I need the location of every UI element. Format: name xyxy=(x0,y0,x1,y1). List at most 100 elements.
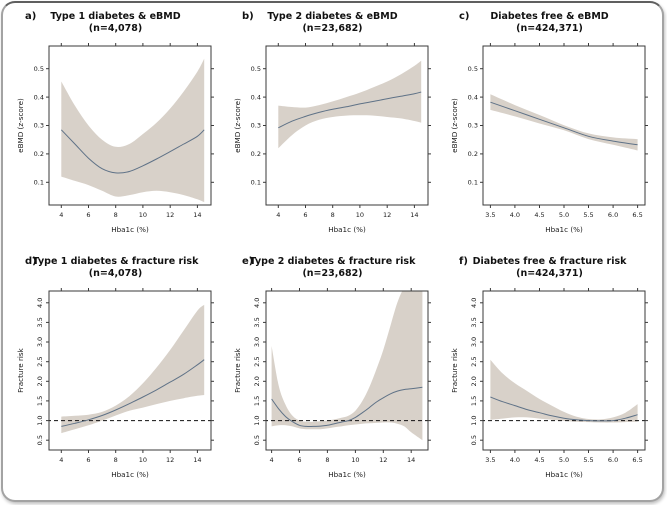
y-tick-label: 1.5 xyxy=(470,395,478,405)
y-tick-label: 0.1 xyxy=(33,179,43,187)
y-tick-label: 0.3 xyxy=(33,122,43,130)
y-tick-label: 0.3 xyxy=(250,122,260,130)
x-tick-label: 3.5 xyxy=(485,456,495,464)
x-tick-label: 6.5 xyxy=(632,456,642,464)
x-axis-title: Hba1c (%) xyxy=(111,470,149,479)
y-tick-label: 3.0 xyxy=(253,336,261,346)
panel-b-header: b) Type 2 diabetes & eBMD (n=23,682) xyxy=(224,9,441,39)
x-tick-label: 4.0 xyxy=(509,456,519,464)
plot-box xyxy=(482,290,645,450)
y-tick-label: 0.1 xyxy=(250,179,260,187)
y-tick-label: 2.0 xyxy=(36,376,44,386)
y-tick-label: 0.4 xyxy=(467,93,477,101)
x-tick-label: 12 xyxy=(379,456,387,464)
panel-f-header: f) Diabetes free & fracture risk (n=424,… xyxy=(441,254,658,284)
panel-e-label: e) xyxy=(242,255,254,267)
y-tick-label: 0.1 xyxy=(467,179,477,187)
panel-a-plot: 4 6 8 10 12 14 0.1 0.2 0.3 0.4 0.5 Hba1c (%) eBMD (z… xyxy=(13,39,219,254)
panel-a-label: a) xyxy=(25,11,37,22)
panel-b: b) Type 2 diabetes & eBMD (n=23,682) 4 6 8… xyxy=(224,9,441,254)
panel-f-title: Diabetes free & fracture risk xyxy=(472,255,627,267)
x-tick-label: 6.5 xyxy=(632,211,642,219)
x-tick-label: 4 xyxy=(276,211,280,219)
panel-grid: a) Type 1 diabetes & eBMD (n=4,078) 4 6 8 1… xyxy=(3,3,662,500)
chart-svg-f: 3.5 4.0 4.5 5.0 5.5 6.0 6.5 0.5 1.0 1.5 2.0 2.5 3.0 3… xyxy=(450,287,648,479)
panel-c-plot: 3.5 4.0 4.5 5.0 5.5 6.0 6.5 0.1 0.2 0.3 0.4 0.5 Hba1… xyxy=(447,39,653,254)
y-tick-label: 0.5 xyxy=(467,65,477,73)
chart-svg-e: 4 6 8 10 12 14 0.5 1.0 1.5 2.0 2.5 3.0 3.5 4.0 Hba1c (… xyxy=(233,287,431,479)
fitted-line xyxy=(489,396,638,421)
x-tick-label: 6 xyxy=(86,211,90,219)
y-tick-label: 0.5 xyxy=(470,435,478,445)
x-tick-label: 12 xyxy=(166,211,174,219)
y-axis-title: eBMD (z-score) xyxy=(233,98,242,153)
panel-c-header: c) Diabetes free & eBMD (n=424,371) xyxy=(441,9,658,39)
panel-d-plot: 4 6 8 10 12 14 0.5 1.0 1.5 2.0 2.5 3.0 3.5 4.0 Hba1c (… xyxy=(13,284,219,499)
confidence-band xyxy=(60,58,204,203)
x-axis-title: Hba1c (%) xyxy=(328,225,366,234)
y-tick-label: 1.5 xyxy=(253,395,261,405)
x-tick-label: 12 xyxy=(383,211,391,219)
x-axis-title: Hba1c (%) xyxy=(545,225,583,234)
y-tick-label: 3.5 xyxy=(36,317,44,327)
y-tick-label: 4.0 xyxy=(36,297,44,307)
x-tick-label: 14 xyxy=(407,456,415,464)
panel-c-subtitle: (n=424,371) xyxy=(516,23,583,35)
y-tick-label: 0.2 xyxy=(467,150,477,158)
y-tick-label: 3.5 xyxy=(470,317,478,327)
y-tick-label: 1.0 xyxy=(253,415,261,425)
panel-e-subtitle: (n=23,682) xyxy=(302,267,363,279)
y-tick-label: 0.5 xyxy=(253,435,261,445)
fitted-line xyxy=(489,101,638,146)
x-axis-title: Hba1c (%) xyxy=(328,470,366,479)
y-tick-label: 3.0 xyxy=(470,336,478,346)
x-tick-label: 6 xyxy=(303,211,307,219)
y-axis-title: Fracture risk xyxy=(16,347,25,392)
panel-a-header: a) Type 1 diabetes & eBMD (n=4,078) xyxy=(7,9,224,39)
y-axis-title: eBMD (z-score) xyxy=(450,98,459,153)
confidence-band xyxy=(277,60,421,149)
x-tick-label: 10 xyxy=(138,456,146,464)
x-tick-label: 6.0 xyxy=(607,211,617,219)
panel-c-title: Diabetes free & eBMD xyxy=(490,11,609,22)
y-tick-label: 0.4 xyxy=(250,93,260,101)
y-axis-title: Fracture risk xyxy=(450,347,459,392)
panel-a: a) Type 1 diabetes & eBMD (n=4,078) 4 6 8 1… xyxy=(7,9,224,254)
fitted-line xyxy=(270,386,422,427)
panel-e-header: e) Type 2 diabetes & fracture risk (n=23… xyxy=(224,254,441,284)
y-tick-label: 2.5 xyxy=(36,356,44,366)
x-tick-label: 4 xyxy=(59,456,63,464)
plot-box xyxy=(48,290,211,450)
chart-svg-b: 4 6 8 10 12 14 0.1 0.2 0.3 0.4 0.5 Hba1c (%) eBMD (z… xyxy=(233,43,431,234)
y-axis-title: eBMD (z-score) xyxy=(16,98,25,153)
y-tick-label: 4.0 xyxy=(470,297,478,307)
y-tick-label: 1.5 xyxy=(36,395,44,405)
y-tick-label: 0.4 xyxy=(33,93,43,101)
panel-d-label: d) xyxy=(25,255,37,267)
x-tick-label: 10 xyxy=(355,211,363,219)
fitted-line xyxy=(60,129,205,174)
x-tick-label: 5.0 xyxy=(558,211,568,219)
x-tick-label: 8 xyxy=(325,456,329,464)
y-tick-label: 2.0 xyxy=(470,376,478,386)
y-tick-label: 0.5 xyxy=(36,435,44,445)
x-tick-label: 5.0 xyxy=(558,456,568,464)
chart-svg-a: 4 6 8 10 12 14 0.1 0.2 0.3 0.4 0.5 Hba1c (%) eBMD (z… xyxy=(16,43,214,234)
x-tick-label: 4 xyxy=(269,456,273,464)
x-tick-label: 8 xyxy=(113,456,117,464)
y-tick-label: 0.2 xyxy=(250,150,260,158)
panel-b-plot: 4 6 8 10 12 14 0.1 0.2 0.3 0.4 0.5 Hba1c (%) eBMD (z… xyxy=(230,39,436,254)
y-tick-label: 0.2 xyxy=(33,150,43,158)
chart-svg-c: 3.5 4.0 4.5 5.0 5.5 6.0 6.5 0.1 0.2 0.3 0.4 0.5 Hba1… xyxy=(450,43,648,234)
y-tick-label: 0.3 xyxy=(467,122,477,130)
x-tick-label: 10 xyxy=(138,211,146,219)
x-tick-label: 14 xyxy=(410,211,418,219)
panel-e-plot: 4 6 8 10 12 14 0.5 1.0 1.5 2.0 2.5 3.0 3.5 4.0 Hba1c (… xyxy=(230,284,436,499)
y-tick-label: 2.5 xyxy=(470,356,478,366)
y-tick-label: 3.0 xyxy=(36,336,44,346)
x-tick-label: 6 xyxy=(297,456,301,464)
y-tick-label: 4.0 xyxy=(253,297,261,307)
panel-b-subtitle: (n=23,682) xyxy=(302,23,363,35)
panel-f-plot: 3.5 4.0 4.5 5.0 5.5 6.0 6.5 0.5 1.0 1.5 2.0 2.5 3.0 3… xyxy=(447,284,653,499)
